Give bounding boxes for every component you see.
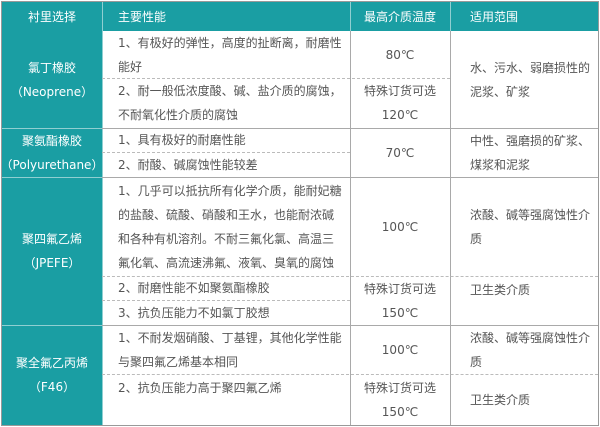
- property-cell: 2、耐酸、碱腐蚀性能较差: [102, 152, 350, 177]
- property-line: 的盐酸、硫酸、硝酸和王水，也能耐浓碱: [118, 207, 335, 222]
- property-line: 能好: [118, 59, 143, 74]
- header-divider: [102, 2, 103, 31]
- lining-neoprene: 氯丁橡胶 （Neoprene）: [2, 31, 102, 128]
- temp-value: 120℃: [381, 108, 419, 122]
- property-line: 2、耐一般低浓度酸、碱、盐介质的腐蚀，: [118, 84, 342, 98]
- column-divider: [450, 31, 451, 425]
- property-line: 2、耐酸、碱腐蚀性能较差: [118, 157, 258, 172]
- scope-cell: 卫生类介质: [450, 276, 598, 325]
- temp-cell: 特殊订货可选 150℃: [350, 276, 450, 325]
- lining-name: 聚四氟乙烯: [21, 232, 82, 246]
- property-line: 1、几乎可以抵抗所有化学介质，能耐妃糖: [118, 183, 342, 198]
- property-cell: 2、耐一般低浓度酸、碱、盐介质的腐蚀， 不耐氧化性介质的腐蚀: [102, 78, 350, 128]
- scope-line: 质: [470, 354, 483, 369]
- temp-cell: 特殊订货可选 120℃: [350, 78, 450, 128]
- header-properties: 主要性能: [102, 2, 350, 31]
- lining-code: （Neoprene）: [10, 84, 94, 99]
- header-divider: [450, 2, 451, 31]
- temp-value: 150℃: [381, 305, 419, 320]
- header-label: 主要性能: [118, 9, 167, 24]
- property-line: 不耐氧化性介质的腐蚀: [118, 108, 239, 122]
- row-divider: [102, 177, 598, 178]
- scope-line: 煤浆和泥浆: [470, 157, 531, 172]
- property-cell: 1、不耐发烟硝酸、丁基锂，其他化学性能 与聚四氟乙烯基本相同: [102, 325, 350, 374]
- sub-row-divider: [102, 300, 350, 301]
- property-cell: 3、抗负压能力不如氯丁胶想: [102, 300, 350, 325]
- header-max-temp: 最高介质温度: [350, 2, 450, 31]
- property-line: 2、耐磨性能不如聚氨酯橡胶: [118, 281, 270, 295]
- property-line: 氟化氧、高流速沸氟、液氧、臭氧的腐蚀: [118, 255, 335, 270]
- lining-code: （F46）: [28, 380, 76, 394]
- scope-line: 卫生类介质: [470, 392, 531, 407]
- column-divider: [350, 31, 351, 425]
- column-divider: [102, 31, 103, 425]
- lining-polyurethane: 聚氨酯橡胶 （Polyurethane）: [0, 128, 104, 177]
- lining-name: 聚氨酯橡胶: [21, 133, 82, 148]
- property-line: 3、抗负压能力不如氯丁胶想: [118, 305, 270, 320]
- sub-row-divider: [102, 276, 598, 277]
- property-line: 1、具有极好的耐磨性能: [118, 133, 246, 147]
- sub-row-divider: [102, 78, 450, 79]
- row-divider: [102, 128, 598, 129]
- scope-line: 水、污水、弱磨损性的: [470, 60, 591, 75]
- scope-line: 卫生类介质: [470, 283, 531, 297]
- temp-cell: 100℃: [350, 177, 450, 276]
- temp-value: 100℃: [381, 342, 419, 357]
- scope-cell: 水、污水、弱磨损性的 泥浆、矿浆: [450, 31, 598, 128]
- property-cell: 2、抗负压能力高于聚四氟乙烯: [102, 374, 350, 425]
- temp-note: 特殊订货可选: [363, 84, 436, 98]
- scope-cell: 浓酸、碱等强腐蚀性介质: [450, 325, 598, 374]
- temp-value: 150℃: [381, 404, 419, 419]
- temp-value: 80℃: [385, 47, 415, 62]
- lining-name: 聚全氟乙丙烯: [15, 356, 88, 370]
- lining-name: 氯丁橡胶: [27, 60, 76, 75]
- scope-line: 浓酸、碱等强腐蚀性介: [470, 207, 591, 222]
- row-divider: [2, 177, 102, 178]
- row-divider: [2, 128, 102, 129]
- property-line: 2、抗负压能力高于聚四氟乙烯: [118, 381, 282, 395]
- sub-row-divider: [102, 374, 598, 375]
- row-divider: [102, 325, 598, 326]
- temp-note: 特殊订货可选: [363, 281, 436, 296]
- temp-value: 70℃: [385, 145, 415, 160]
- scope-line: 质: [470, 231, 483, 246]
- temp-cell: 80℃: [350, 31, 450, 78]
- scope-line: 浓酸、碱等强腐蚀性介: [470, 330, 591, 345]
- header-lining: 衬里选择: [2, 2, 102, 31]
- scope-cell: 卫生类介质: [450, 374, 598, 425]
- scope-line: 泥浆、矿浆: [470, 84, 531, 99]
- row-divider: [2, 325, 102, 326]
- lining-ptfe: 聚四氟乙烯 （JPEFE）: [2, 177, 102, 325]
- lining-code: （Polyurethane）: [0, 157, 104, 172]
- property-cell: 1、几乎可以抵抗所有化学介质，能耐妃糖 的盐酸、硫酸、硝酸和王水，也能耐浓碱 和各种…: [102, 177, 350, 276]
- header-label: 最高介质温度: [363, 9, 436, 24]
- property-line: 1、不耐发烟硝酸、丁基锂，其他化学性能: [118, 330, 342, 345]
- temp-cell: 70℃: [350, 128, 450, 177]
- temp-cell: 特殊订货可选 150℃: [350, 374, 450, 425]
- property-line: 1、有极好的弹性，高度的扯断离，耐磨性: [118, 35, 342, 50]
- lining-f46: 聚全氟乙丙烯 （F46）: [2, 325, 102, 425]
- scope-line: 中性、强磨损的矿浆、: [470, 133, 591, 148]
- lining-code: （JPEFE）: [23, 256, 81, 270]
- property-line: 与聚四氟乙烯基本相同: [118, 354, 239, 369]
- property-cell: 1、有极好的弹性，高度的扯断离，耐磨性 能好: [102, 31, 350, 78]
- property-cell: 1、具有极好的耐磨性能: [102, 128, 350, 152]
- header-divider: [350, 2, 351, 31]
- property-line: 和各种有机溶剂。不耐三氟化氯、高温三: [118, 231, 335, 246]
- header-scope: 适用范围: [450, 2, 598, 31]
- temp-value: 100℃: [381, 219, 419, 234]
- scope-cell: 浓酸、碱等强腐蚀性介质: [450, 177, 598, 276]
- temp-note: 特殊订货可选: [363, 380, 436, 395]
- scope-cell: 中性、强磨损的矿浆、 煤浆和泥浆: [450, 128, 598, 177]
- temp-cell: 100℃: [350, 325, 450, 374]
- property-cell: 2、耐磨性能不如聚氨酯橡胶: [102, 276, 350, 300]
- sub-row-divider: [102, 152, 350, 153]
- header-label: 衬里选择: [27, 9, 76, 24]
- header-label: 适用范围: [470, 9, 519, 24]
